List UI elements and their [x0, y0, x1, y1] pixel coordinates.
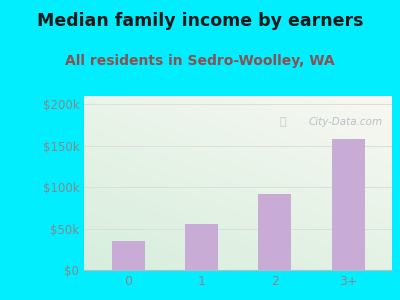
Bar	[112, 241, 144, 270]
Text: All residents in Sedro-Woolley, WA: All residents in Sedro-Woolley, WA	[65, 54, 335, 68]
Text: ⦿: ⦿	[280, 117, 286, 127]
Bar	[332, 139, 364, 270]
Bar	[185, 224, 218, 270]
Text: City-Data.com: City-Data.com	[309, 117, 383, 127]
Text: Median family income by earners: Median family income by earners	[37, 12, 363, 30]
Bar	[258, 194, 291, 270]
